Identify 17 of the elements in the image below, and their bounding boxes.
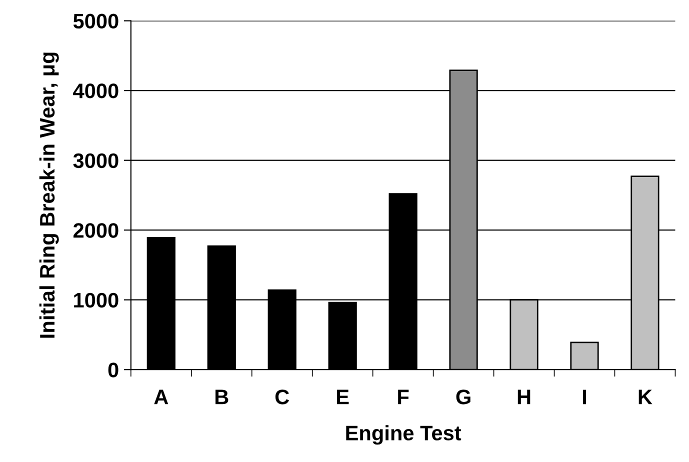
y-tick-label: 4000 — [73, 84, 118, 98]
x-tick-label: E — [337, 390, 349, 404]
x-tick-label: K — [638, 390, 652, 404]
x-tick-label: G — [456, 390, 470, 404]
x-tick-label: I — [583, 390, 586, 404]
y-tick-label: 3000 — [73, 153, 118, 168]
x-tick-label: B — [216, 390, 228, 404]
y-tick-label: 2000 — [73, 223, 118, 238]
y-tick-label: 1000 — [74, 292, 118, 308]
x-tick-label: H — [518, 390, 530, 404]
y-tick-label: 0 — [108, 362, 118, 378]
y-axis-title: Initial Ring Break-in Wear, μg — [39, 52, 59, 338]
x-tick-label: A — [154, 390, 168, 404]
x-tick-label: C — [275, 390, 290, 404]
x-axis-title: Engine Test — [346, 425, 462, 445]
x-tick-label: F — [398, 390, 409, 404]
y-tick-label: 5000 — [73, 14, 118, 29]
